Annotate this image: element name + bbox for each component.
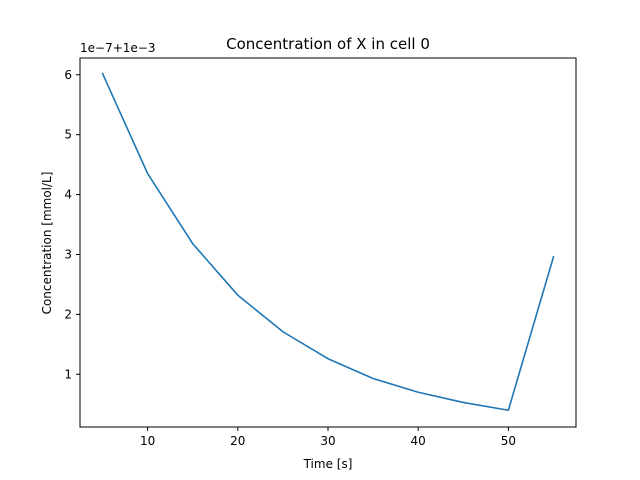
plot-area: 10 20 30 40 50 1 2 3 4 5 6 bbox=[64, 68, 555, 448]
x-tick-label: 40 bbox=[411, 434, 426, 448]
y-tick-label: 5 bbox=[64, 128, 72, 142]
x-tick-label: 20 bbox=[230, 434, 245, 448]
chart-title: Concentration of X in cell 0 bbox=[226, 35, 430, 53]
y-tick-label: 4 bbox=[64, 188, 72, 202]
x-axis-label: Time [s] bbox=[303, 457, 353, 471]
y-axis-offset-label: 1e−7+1e−3 bbox=[80, 41, 155, 55]
y-tick-label: 1 bbox=[64, 367, 72, 381]
series-line bbox=[101, 72, 555, 412]
y-tick-label: 3 bbox=[64, 247, 72, 261]
x-tick-label: 10 bbox=[140, 434, 155, 448]
x-tick-label: 30 bbox=[320, 434, 335, 448]
y-tick-label: 6 bbox=[64, 68, 72, 82]
y-axis-label: Concentration [mmol/L] bbox=[40, 172, 54, 315]
plot-frame bbox=[79, 57, 577, 428]
x-tick-label: 50 bbox=[501, 434, 516, 448]
y-tick-label: 2 bbox=[64, 307, 72, 321]
